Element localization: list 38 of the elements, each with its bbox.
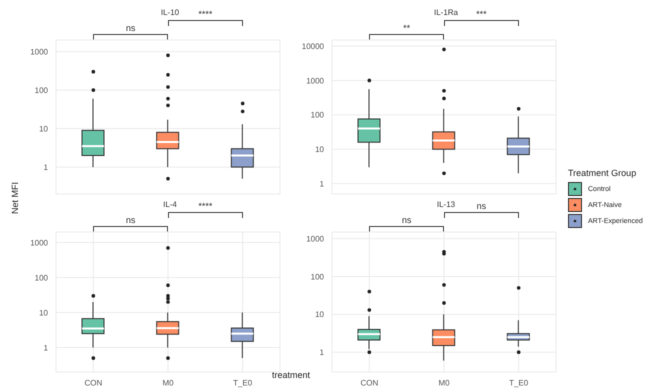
- text: **: [402, 23, 412, 33]
- y-tick-label: 1: [44, 162, 49, 172]
- y-tick-label: 1: [320, 348, 325, 358]
- y-tick-label: 100: [34, 86, 49, 95]
- legend-title: Treatment Group: [568, 168, 638, 178]
- x-tick-label: M0: [438, 378, 450, 388]
- y-tick-label: 10: [39, 308, 49, 318]
- chart-title: IL-13: [436, 200, 456, 209]
- y-tick-label: 10: [315, 145, 325, 154]
- chart-title: IL-4: [163, 200, 177, 209]
- y-tick-label: 100: [310, 110, 325, 120]
- x-tick-label: CON: [360, 378, 378, 388]
- text: ns: [476, 201, 486, 211]
- y-tick-label: 10: [315, 310, 325, 320]
- chart-title: IL-1Ra: [434, 8, 458, 17]
- y-tick-label: 1: [44, 343, 49, 352]
- y-tick-label: 1000: [306, 76, 325, 86]
- y-tick-label: 1000: [30, 238, 49, 248]
- y-tick-label: 1: [320, 179, 325, 188]
- text: ***: [476, 9, 487, 19]
- y-tick-label: 100: [310, 272, 325, 282]
- text: ns: [124, 215, 136, 225]
- x-tick-label: M0: [162, 378, 174, 388]
- y-tick-label: 10: [39, 124, 49, 134]
- text: ****: [198, 201, 212, 211]
- text: ns: [124, 23, 136, 33]
- y-tick-label: 1000: [306, 234, 325, 244]
- y-tick-label: 10000: [302, 42, 325, 51]
- x-axis-title: treatment: [270, 370, 312, 380]
- y-tick-label: 1000: [30, 47, 49, 56]
- text: ****: [198, 9, 212, 19]
- x-tick-label: CON: [84, 378, 102, 388]
- y-tick-label: 100: [34, 273, 49, 282]
- text: ns: [400, 215, 412, 225]
- x-tick-label: T_E0: [509, 378, 529, 388]
- chart-title: IL-10: [160, 8, 180, 17]
- y-axis-title: Net MFI: [10, 182, 20, 214]
- x-tick-label: T_E0: [233, 378, 253, 388]
